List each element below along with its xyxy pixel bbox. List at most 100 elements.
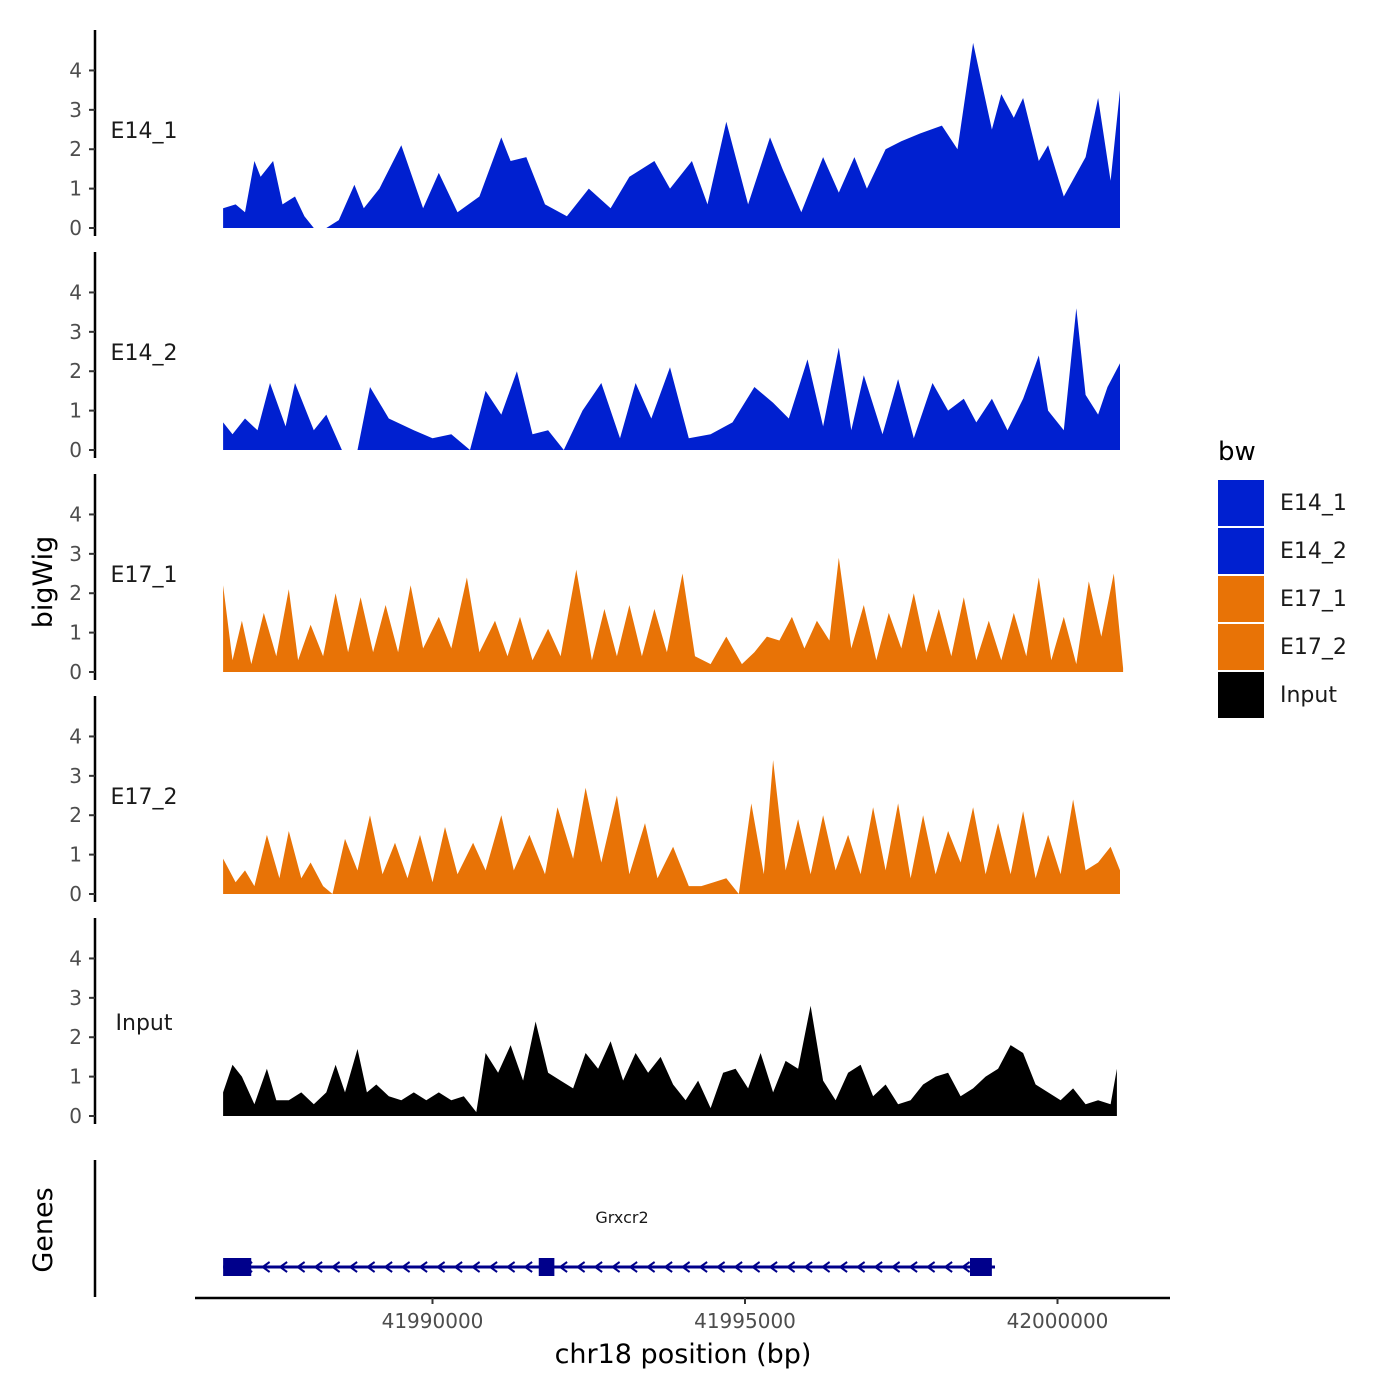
y-axis-title: bigWig bbox=[28, 536, 59, 629]
strand-arrow bbox=[470, 1261, 481, 1273]
strand-arrow bbox=[820, 1261, 831, 1273]
y-tick-label: 0 bbox=[69, 216, 82, 240]
legend-swatch bbox=[1218, 528, 1264, 574]
signal-area bbox=[223, 1005, 1117, 1116]
strand-arrow bbox=[278, 1261, 288, 1273]
y-tick-label: 1 bbox=[69, 1065, 82, 1089]
x-tick-label: 41995000 bbox=[694, 1309, 796, 1333]
strand-arrow bbox=[680, 1261, 691, 1273]
y-tick-label: 4 bbox=[69, 724, 82, 748]
strand-arrow bbox=[593, 1261, 603, 1273]
strand-arrow bbox=[558, 1261, 568, 1273]
legend-swatch bbox=[1218, 672, 1264, 718]
strand-arrow bbox=[890, 1261, 901, 1273]
strand-arrow bbox=[505, 1261, 516, 1273]
strand-arrow bbox=[400, 1261, 411, 1273]
strand-arrow bbox=[453, 1261, 463, 1273]
y-tick-label: 1 bbox=[69, 621, 82, 645]
track-e17-1: 0 1 2 3 4 E17_1 bbox=[69, 474, 1124, 684]
strand-arrow bbox=[715, 1261, 726, 1273]
strand-arrow bbox=[295, 1261, 306, 1273]
track-e17-2: 0 1 2 3 4 E17_2 bbox=[69, 696, 1121, 906]
y-tick-label: 2 bbox=[69, 359, 82, 383]
legend-swatch bbox=[1218, 624, 1264, 670]
strand-arrow bbox=[768, 1261, 778, 1273]
strand-arrow bbox=[610, 1261, 621, 1273]
strand-arrow bbox=[873, 1261, 883, 1273]
x-axis: 41990000 41995000 42000000 bbox=[195, 1296, 1170, 1333]
strand-arrow bbox=[523, 1261, 533, 1273]
legend-label: E14_1 bbox=[1280, 491, 1347, 516]
track-label: Input bbox=[116, 1011, 173, 1036]
y-tick-label: 4 bbox=[69, 502, 82, 526]
strand-arrow bbox=[575, 1261, 586, 1273]
x-tick-label: 41990000 bbox=[382, 1309, 484, 1333]
track-label: E14_1 bbox=[111, 119, 178, 144]
signal-area bbox=[223, 557, 1124, 672]
y-tick-label: 2 bbox=[69, 803, 82, 827]
y-tick-label: 0 bbox=[69, 660, 82, 684]
y-tick-label: 3 bbox=[69, 98, 82, 122]
y-tick-label: 3 bbox=[69, 320, 82, 344]
y-tick-label: 4 bbox=[69, 946, 82, 970]
legend-title: bw bbox=[1218, 437, 1256, 467]
y-tick-label: 2 bbox=[69, 137, 82, 161]
y-tick-label: 4 bbox=[69, 280, 82, 304]
strand-arrow bbox=[435, 1261, 446, 1273]
strand-arrow bbox=[260, 1261, 271, 1273]
gene-exon bbox=[970, 1258, 992, 1276]
signal-area bbox=[223, 308, 1121, 450]
legend-swatch bbox=[1218, 576, 1264, 622]
track-input: 0 1 2 3 4 Input bbox=[69, 918, 1117, 1128]
legend-label: E17_1 bbox=[1280, 587, 1347, 612]
track-label: E17_1 bbox=[111, 563, 178, 588]
strand-arrow bbox=[348, 1261, 358, 1273]
genes-axis-title: Genes bbox=[28, 1187, 59, 1272]
legend-label: E14_2 bbox=[1280, 539, 1347, 564]
strand-arrow bbox=[365, 1261, 376, 1273]
y-tick-label: 0 bbox=[69, 438, 82, 462]
strand-arrow bbox=[943, 1261, 953, 1273]
y-tick-label: 1 bbox=[69, 399, 82, 423]
strand-arrow bbox=[803, 1261, 813, 1273]
track-label: E14_2 bbox=[111, 341, 178, 366]
gene-exon bbox=[223, 1258, 252, 1276]
legend-label: Input bbox=[1280, 683, 1337, 708]
gene-exon bbox=[538, 1258, 555, 1276]
track-e14-2: 0 1 2 3 4 E14_2 bbox=[69, 252, 1121, 462]
strand-arrow bbox=[838, 1261, 848, 1273]
strand-arrow bbox=[313, 1261, 323, 1273]
strand-arrow bbox=[733, 1261, 743, 1273]
y-tick-label: 3 bbox=[69, 542, 82, 566]
strand-arrow bbox=[750, 1261, 761, 1273]
strand-arrow bbox=[330, 1261, 341, 1273]
strand-arrow bbox=[960, 1261, 971, 1273]
y-tick-label: 2 bbox=[69, 581, 82, 605]
y-tick-label: 0 bbox=[69, 1104, 82, 1128]
strand-arrow bbox=[908, 1261, 918, 1273]
y-tick-label: 3 bbox=[69, 986, 82, 1010]
y-tick-label: 2 bbox=[69, 1025, 82, 1049]
strand-arrow bbox=[855, 1261, 866, 1273]
x-axis-title: chr18 position (bp) bbox=[555, 1339, 812, 1370]
y-tick-label: 1 bbox=[69, 177, 82, 201]
signal-area bbox=[223, 760, 1121, 894]
strand-arrow bbox=[488, 1261, 498, 1273]
strand-arrow bbox=[628, 1261, 638, 1273]
strand-arrow bbox=[383, 1261, 393, 1273]
strand-arrow bbox=[698, 1261, 708, 1273]
track-label: E17_2 bbox=[111, 785, 178, 810]
genes-panel: Grxcr2 bbox=[93, 1160, 995, 1297]
y-tick-label: 3 bbox=[69, 764, 82, 788]
y-tick-label: 0 bbox=[69, 882, 82, 906]
gene-name-label: Grxcr2 bbox=[595, 1208, 648, 1227]
signal-area bbox=[223, 42, 1121, 229]
legend: bw E14_1 E14_2 E17_1 E17_2 Input bbox=[1218, 437, 1347, 718]
strand-arrow bbox=[925, 1261, 936, 1273]
legend-swatch bbox=[1218, 480, 1264, 526]
strand-arrow bbox=[785, 1261, 796, 1273]
tracks-layer: 0 1 2 3 4 E14_1 0 1 2 3 4 E14_2 0 1 2 3 4 E17_1 0 1 2 3 4 E17_2… bbox=[69, 30, 1124, 1128]
x-tick-label: 42000000 bbox=[1007, 1309, 1109, 1333]
strand-arrow bbox=[418, 1261, 428, 1273]
